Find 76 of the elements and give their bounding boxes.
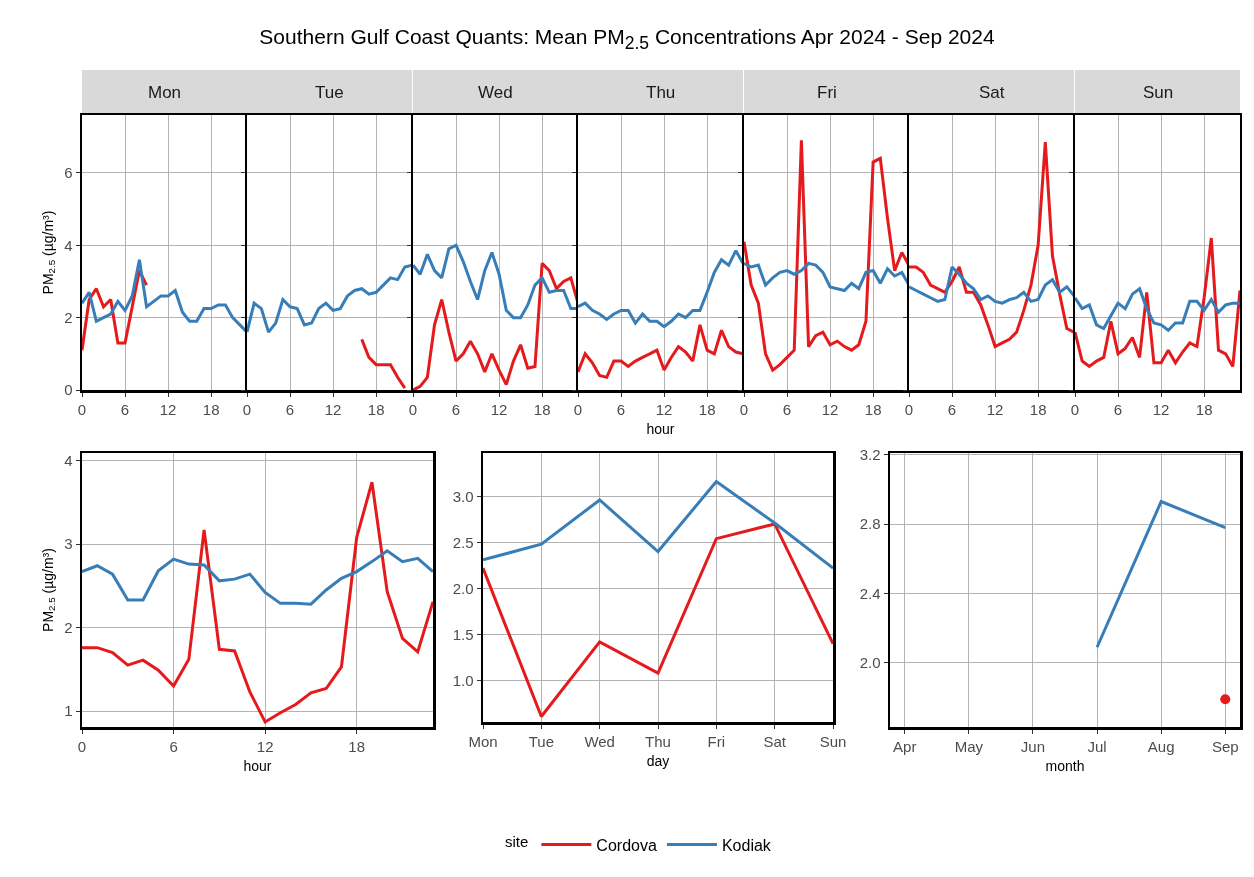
x-tick-label: 12: [256, 737, 274, 755]
legend-label: Kodiak: [721, 836, 772, 854]
x-tick-label: Apr: [893, 737, 917, 755]
x-tick-label: Thu: [645, 732, 671, 750]
x-tick-label: 18: [533, 400, 551, 418]
x-tick-label: Sun: [819, 732, 847, 750]
y-tick-label: 3.0: [452, 487, 474, 505]
x-tick-label: 0: [904, 400, 914, 418]
y-tick-label: 4: [64, 236, 73, 254]
x-tick-label: 18: [368, 400, 385, 418]
x-tick-label: 12: [986, 400, 1004, 418]
x-tick-label: 0: [77, 737, 87, 755]
x-tick-label: 6: [169, 737, 178, 755]
chart-subtitle: Mon: [148, 83, 182, 102]
x-tick-label: 12: [656, 400, 673, 418]
x-axis-title: month: [1045, 758, 1085, 775]
y-tick-label: 2: [64, 618, 73, 636]
legend-label: Cordova: [596, 836, 657, 854]
x-tick-label: 0: [77, 400, 87, 418]
chart-title: Southern Gulf Coast Quants: Mean PM$_{2.5}$ Concentrations Apr 2024 - Sep 2024: [258, 25, 996, 55]
y-tick-label: 2: [64, 308, 73, 326]
x-tick-label: 0: [739, 400, 748, 418]
x-tick-label: 12: [325, 400, 342, 418]
x-tick-label: 0: [574, 400, 583, 418]
x-tick-label: Tue: [528, 732, 554, 750]
chart-subtitle: Tue: [315, 83, 345, 102]
x-tick-label: 18: [202, 400, 220, 418]
y-tick-label: 2.8: [859, 515, 881, 533]
y-tick-label: 0: [64, 381, 73, 399]
y-tick-label: 1.5: [452, 625, 474, 643]
x-tick-label: 6: [1113, 400, 1122, 418]
x-tick-label: Jul: [1087, 737, 1107, 755]
chart-subtitle: Wed: [477, 83, 513, 102]
x-tick-label: 18: [699, 400, 716, 418]
x-tick-label: 6: [617, 400, 626, 418]
chart-subtitle: Sat: [979, 83, 1005, 102]
x-tick-label: 12: [821, 400, 839, 418]
y-tick-label: 2.4: [859, 584, 881, 602]
x-tick-label: 12: [490, 400, 508, 418]
y-tick-label: 2.0: [452, 579, 474, 597]
x-tick-label: 6: [782, 400, 791, 418]
chart-subtitle: Sun: [1142, 83, 1173, 102]
chart-subtitle: Fri: [816, 83, 837, 102]
y-tick-label: 2.5: [452, 533, 474, 551]
x-tick-label: Aug: [1147, 737, 1175, 755]
chart-subtitle: Thu: [646, 83, 676, 102]
x-tick-label: 12: [1152, 400, 1169, 418]
x-axis-title: hour: [243, 758, 272, 775]
x-tick-label: Sep: [1211, 737, 1239, 755]
x-tick-label: 6: [286, 400, 295, 418]
y-tick-label: 4: [64, 451, 73, 469]
x-tick-label: Sat: [763, 732, 787, 750]
x-tick-label: 0: [243, 400, 252, 418]
y-tick-label: 3.2: [859, 445, 881, 463]
y-tick-label: 2.0: [859, 654, 881, 672]
x-axis-title: hour: [646, 421, 676, 438]
y-tick-label: 3: [64, 535, 73, 553]
x-tick-label: 0: [1070, 400, 1079, 418]
x-tick-label: 6: [948, 400, 957, 418]
x-tick-label: 0: [408, 400, 418, 418]
x-tick-label: 6: [120, 400, 130, 418]
x-tick-label: 18: [864, 400, 882, 418]
x-tick-label: Fri: [707, 732, 726, 750]
x-tick-label: May: [954, 737, 984, 755]
x-tick-label: 18: [1029, 400, 1047, 418]
legend-title: site: [505, 833, 529, 851]
x-tick-label: 18: [348, 737, 366, 755]
x-tick-label: 18: [1195, 400, 1213, 418]
y-tick-label: 1: [64, 702, 73, 720]
x-tick-label: Wed: [584, 732, 615, 750]
x-axis-title: day: [646, 753, 670, 770]
y-tick-label: 6: [64, 164, 73, 182]
x-tick-label: 12: [159, 400, 177, 418]
x-tick-label: Mon: [468, 732, 498, 750]
x-tick-label: Jun: [1020, 737, 1046, 755]
y-tick-label: 1.0: [452, 671, 474, 689]
